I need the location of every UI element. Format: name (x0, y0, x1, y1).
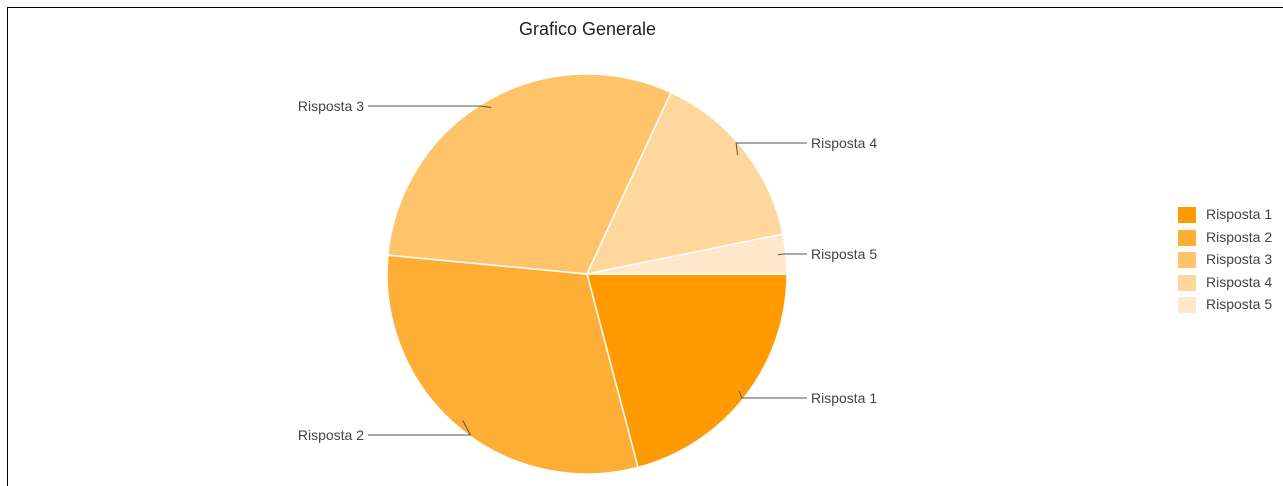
slice-label-3: Risposta 3 (298, 98, 364, 114)
leader-line-5 (777, 253, 807, 256)
legend-swatch-3 (1178, 252, 1196, 268)
legend-label-5: Risposta 5 (1206, 296, 1273, 312)
legend-swatch-2 (1178, 229, 1196, 246)
leader-line-3 (368, 105, 492, 109)
legend-swatch-4 (1178, 274, 1196, 291)
pie-slice-2 (386, 254, 639, 475)
leader-line-4 (735, 142, 807, 155)
slice-label-5: Risposta 5 (811, 246, 877, 262)
pie-slice-3 (387, 73, 673, 275)
legend-swatch-1 (1178, 207, 1196, 223)
chart-frame (7, 7, 1283, 486)
pie-slice-4 (585, 91, 784, 276)
slice-label-1: Risposta 1 (811, 390, 877, 406)
leader-line-2 (368, 420, 472, 436)
legend-swatch-5 (1178, 297, 1196, 313)
slice-label-4: Risposta 4 (811, 135, 877, 151)
chart-title: Grafico Generale (518, 19, 657, 39)
legend-label-1: Risposta 1 (1206, 206, 1273, 222)
leader-line-1 (738, 391, 807, 399)
pie-slice-1 (586, 273, 788, 469)
legend-label-2: Risposta 2 (1206, 228, 1273, 245)
legend-label-3: Risposta 3 (1206, 251, 1273, 267)
legend-label-4: Risposta 4 (1206, 273, 1273, 290)
slice-label-2: Risposta 2 (298, 427, 364, 443)
